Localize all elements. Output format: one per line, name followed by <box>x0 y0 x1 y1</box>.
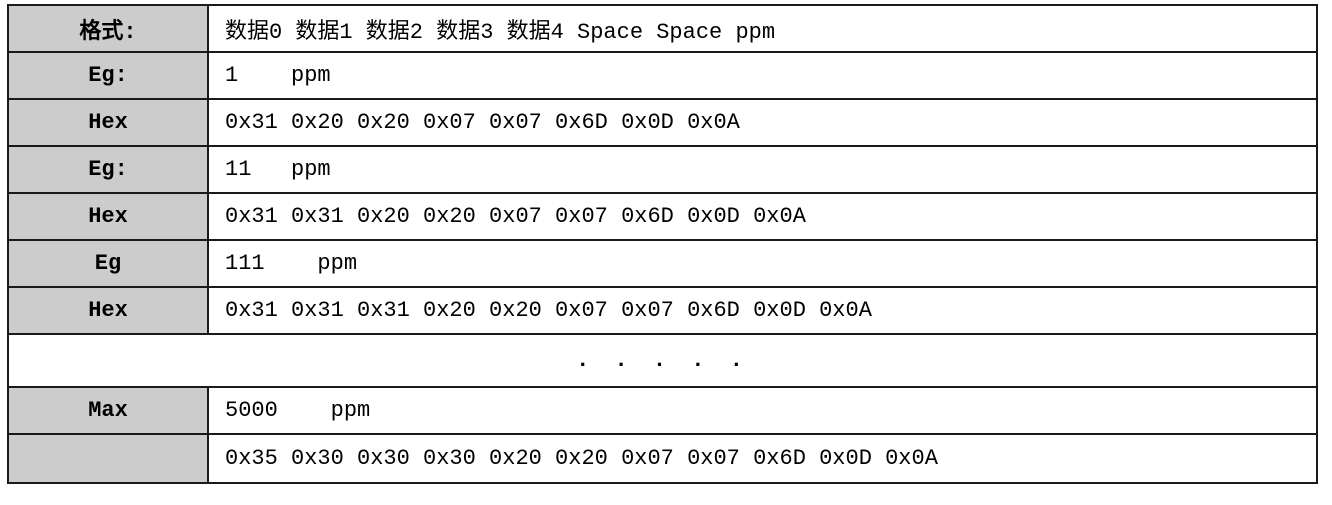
table-row-format: 格式: 数据0 数据1 数据2 数据3 数据4 Space Space ppm <box>9 6 1316 53</box>
ellipsis-cell: . . . . . <box>576 348 749 373</box>
table-row-maxhex: 0x35 0x30 0x30 0x30 0x20 0x20 0x07 0x07 … <box>9 435 1316 482</box>
row-content-cell: 0x31 0x20 0x20 0x07 0x07 0x6D 0x0D 0x0A <box>209 100 1316 145</box>
table-row-eg3: Eg 111 ppm <box>9 241 1316 288</box>
row-label-cell: Hex <box>9 194 209 239</box>
row-label-cell: Eg: <box>9 53 209 98</box>
row-label-cell: Hex <box>9 100 209 145</box>
serial-output-format-table: 格式: 数据0 数据1 数据2 数据3 数据4 Space Space ppm … <box>7 4 1318 484</box>
table-row-hex3: Hex 0x31 0x31 0x31 0x20 0x20 0x07 0x07 0… <box>9 288 1316 335</box>
table-row-eg2: Eg: 11 ppm <box>9 147 1316 194</box>
row-label-cell: 格式: <box>9 6 209 51</box>
row-label-cell <box>9 435 209 482</box>
row-content-cell: 11 ppm <box>209 147 1316 192</box>
row-content-cell: 数据0 数据1 数据2 数据3 数据4 Space Space ppm <box>209 6 1316 51</box>
row-label-cell: Eg <box>9 241 209 286</box>
row-content-cell: 0x35 0x30 0x30 0x30 0x20 0x20 0x07 0x07 … <box>209 435 1316 482</box>
table-row-ellipsis: . . . . . <box>9 335 1316 388</box>
row-content-cell: 111 ppm <box>209 241 1316 286</box>
table-row-hex1: Hex 0x31 0x20 0x20 0x07 0x07 0x6D 0x0D 0… <box>9 100 1316 147</box>
table-row-max: Max 5000 ppm <box>9 388 1316 435</box>
row-label-cell: Eg: <box>9 147 209 192</box>
row-content-cell: 0x31 0x31 0x20 0x20 0x07 0x07 0x6D 0x0D … <box>209 194 1316 239</box>
table-row-eg1: Eg: 1 ppm <box>9 53 1316 100</box>
table-row-hex2: Hex 0x31 0x31 0x20 0x20 0x07 0x07 0x6D 0… <box>9 194 1316 241</box>
row-content-cell: 5000 ppm <box>209 388 1316 433</box>
row-content-cell: 1 ppm <box>209 53 1316 98</box>
row-content-cell: 0x31 0x31 0x31 0x20 0x20 0x07 0x07 0x6D … <box>209 288 1316 333</box>
row-label-cell: Max <box>9 388 209 433</box>
row-label-cell: Hex <box>9 288 209 333</box>
